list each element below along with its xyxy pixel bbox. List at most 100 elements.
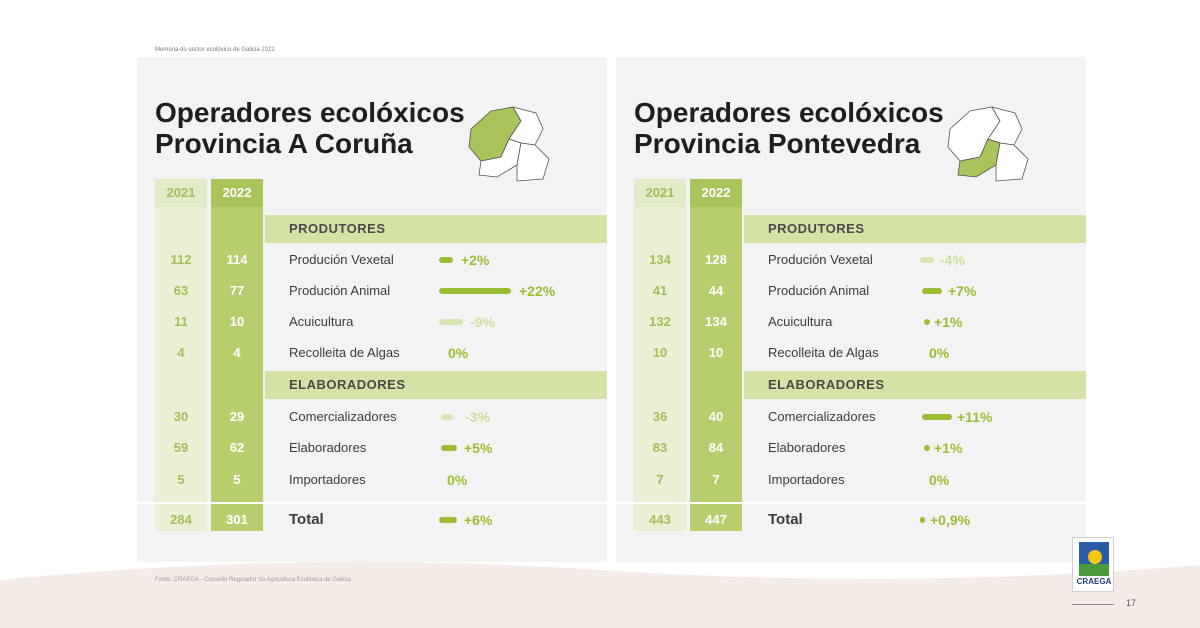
value-2021: 112 <box>170 252 192 267</box>
value-2021: 11 <box>174 314 188 329</box>
section-label-elaboradores: ELABORADORES <box>768 377 885 392</box>
total-separator <box>137 502 607 504</box>
table-row: 5 5 Importadores 0% <box>137 466 607 494</box>
change-bar <box>922 288 942 294</box>
page-number-rule <box>1072 604 1114 605</box>
value-2021: 41 <box>652 283 668 298</box>
value-2021: 134 <box>649 252 671 267</box>
change-percent: +5% <box>464 440 493 456</box>
panel-title: Operadores ecolóxicos Provincia A Coruña <box>155 97 465 159</box>
change-percent: +1% <box>934 314 963 330</box>
section-label-produtores: PRODUTORES <box>289 221 386 236</box>
title-line-2: Provincia A Coruña <box>155 128 413 159</box>
value-2021: 36 <box>652 409 668 424</box>
value-2022: 10 <box>229 314 245 329</box>
column-2022-background <box>690 207 742 531</box>
total-2022: 301 <box>226 512 248 527</box>
section-label-elaboradores: ELABORADORES <box>289 377 406 392</box>
value-2022: 84 <box>708 440 724 455</box>
background-illustration <box>0 562 1200 628</box>
column-2021-background <box>634 207 686 531</box>
row-label: Comercializadores <box>768 409 876 424</box>
value-2021: 59 <box>173 440 189 455</box>
value-2022: 40 <box>708 409 724 424</box>
change-bar <box>439 288 511 294</box>
panel-a-coruna: Operadores ecolóxicos Provincia A Coruña… <box>137 57 607 562</box>
source-footnote: Fonte: CRAEGA - Consello Regulador da Ag… <box>155 577 351 583</box>
change-bar <box>439 517 457 523</box>
table-row: 10 10 Recolleita de Algas 0% <box>616 339 1086 367</box>
total-label: Total <box>289 511 324 528</box>
total-separator <box>616 502 1086 504</box>
change-percent: -9% <box>470 314 495 330</box>
craega-logo: CRAEGA <box>1072 537 1114 592</box>
change-percent: +7% <box>948 283 977 299</box>
value-2022: 5 <box>233 472 241 487</box>
table-row: 4 4 Recolleita de Algas 0% <box>137 339 607 367</box>
table-row: 63 77 Produción Animal +22% <box>137 277 607 305</box>
value-2022: 134 <box>705 314 727 329</box>
row-label: Elaboradores <box>289 440 367 455</box>
galicia-map-coruna-highlight <box>468 106 550 182</box>
year-header-2022: 2022 <box>690 179 742 207</box>
year-header-2021: 2021 <box>155 179 207 207</box>
change-percent: +2% <box>461 252 490 268</box>
field-icon <box>1079 564 1109 576</box>
row-label: Produción Animal <box>768 283 870 298</box>
table-row: 11 10 Acuicultura -9% <box>137 308 607 336</box>
year-header-2021: 2021 <box>634 179 686 207</box>
row-label: Elaboradores <box>768 440 846 455</box>
change-percent: 0% <box>448 345 469 361</box>
table-row: 132 134 Acuicultura +1% <box>616 308 1086 336</box>
row-label: Recolleita de Algas <box>289 345 400 360</box>
change-bar <box>441 445 457 451</box>
value-2021: 7 <box>656 472 664 487</box>
row-label: Importadores <box>768 472 845 487</box>
value-2022: 29 <box>229 409 245 424</box>
change-bar <box>920 257 934 263</box>
change-bar <box>922 414 952 420</box>
section-band-produtores <box>744 215 1086 243</box>
value-2022: 44 <box>708 283 724 298</box>
row-label: Produción Animal <box>289 283 391 298</box>
section-band-elaboradores <box>265 371 607 399</box>
change-bar <box>439 257 453 263</box>
logo-emblem <box>1079 542 1109 576</box>
change-percent: -4% <box>940 252 965 268</box>
total-row: 284 301 Total +6% <box>137 506 607 534</box>
change-bar <box>924 319 930 325</box>
value-2021: 83 <box>652 440 668 455</box>
column-2022-background <box>211 207 263 531</box>
column-2021-background <box>155 207 207 531</box>
change-bar <box>924 445 930 451</box>
change-percent: +6% <box>464 512 493 528</box>
change-bar <box>441 414 453 420</box>
value-2022: 77 <box>229 283 245 298</box>
value-2022: 7 <box>712 472 720 487</box>
value-2022: 10 <box>708 345 724 360</box>
change-percent: +11% <box>957 409 993 425</box>
section-band-produtores <box>265 215 607 243</box>
change-percent: 0% <box>447 472 468 488</box>
table-row: 7 7 Importadores 0% <box>616 466 1086 494</box>
table-row: 134 128 Produción Vexetal -4% <box>616 246 1086 274</box>
document-header-note: Memoria do sector ecolóxico de Galicia 2… <box>155 47 275 53</box>
galicia-map-pontevedra-highlight <box>947 106 1029 182</box>
total-label: Total <box>768 511 803 528</box>
value-2021: 4 <box>177 345 185 360</box>
year-header-2022: 2022 <box>211 179 263 207</box>
row-label: Recolleita de Algas <box>768 345 879 360</box>
logo-text: CRAEGA <box>1076 577 1112 586</box>
change-percent: +22% <box>519 283 556 299</box>
row-label: Acuicultura <box>289 314 354 329</box>
table-row: 36 40 Comercializadores +11% <box>616 403 1086 431</box>
row-label: Comercializadores <box>289 409 397 424</box>
change-percent: 0% <box>929 345 950 361</box>
panel-pontevedra: Operadores ecolóxicos Provincia Ponteved… <box>616 57 1086 562</box>
section-band-elaboradores <box>744 371 1086 399</box>
value-2021: 10 <box>652 345 668 360</box>
total-row: 443 447 Total +0,9% <box>616 506 1086 534</box>
table-row: 83 84 Elaboradores +1% <box>616 434 1086 462</box>
title-line-1: Operadores ecolóxicos <box>634 97 944 128</box>
title-line-2: Provincia Pontevedra <box>634 128 921 159</box>
